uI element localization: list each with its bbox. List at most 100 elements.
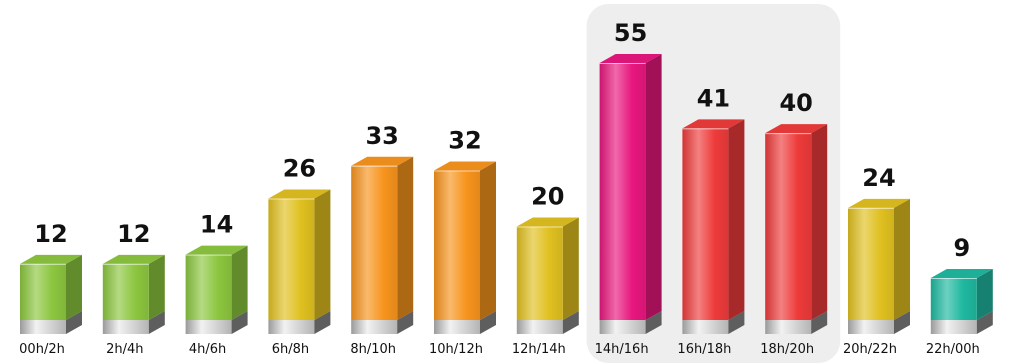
tick-label: 20h/22h	[843, 342, 897, 357]
bar-top	[599, 54, 662, 63]
bar-top	[20, 254, 82, 264]
bar-base-side	[66, 311, 82, 334]
bar-base	[20, 320, 66, 334]
bar-top	[516, 217, 579, 227]
bar-side	[66, 254, 82, 320]
bar-front	[765, 133, 812, 320]
bar-base	[351, 320, 398, 334]
bar-base	[682, 320, 729, 334]
value-label: 55	[614, 19, 647, 47]
bar-top	[682, 119, 745, 129]
bar-front	[848, 207, 894, 320]
bar-front	[434, 170, 480, 320]
bar-4h-6h	[185, 245, 248, 334]
bar-base	[599, 320, 646, 334]
value-label: 26	[283, 155, 316, 183]
bar-base-side	[728, 311, 745, 334]
bar-base-side	[645, 311, 662, 334]
bar-base-side	[562, 311, 579, 334]
bar-base	[268, 320, 315, 334]
bar-base-side	[314, 311, 331, 334]
bar-14h-16h	[599, 54, 662, 334]
bar-6h-8h	[268, 189, 331, 334]
bar-20h-22h	[848, 198, 910, 334]
tick-label: 22h/00h	[926, 342, 980, 357]
bar-10h-12h	[434, 161, 496, 334]
value-label: 12	[34, 220, 67, 248]
bar-top	[848, 198, 910, 208]
bar-front	[102, 263, 149, 320]
bar-base-side	[976, 311, 993, 334]
bar-base-side	[894, 311, 910, 334]
bar-front	[599, 63, 646, 320]
value-label: 9	[953, 234, 970, 262]
bar-side	[480, 161, 496, 320]
bar-top	[102, 254, 165, 264]
bar-base	[185, 320, 232, 334]
bar-side	[231, 245, 248, 320]
bar-12h-14h	[516, 217, 579, 334]
bar-side	[397, 156, 414, 320]
bar-base-side	[811, 311, 828, 334]
bar-front	[930, 277, 977, 320]
bar-base	[516, 320, 563, 334]
value-label: 32	[448, 126, 481, 154]
tick-label: 12h/14h	[512, 342, 566, 357]
value-label: 33	[365, 122, 398, 150]
bar-front	[516, 226, 563, 320]
value-label: 41	[697, 84, 730, 112]
tick-label: 00h/2h	[19, 342, 65, 357]
bar-16h-18h	[682, 119, 745, 334]
tick-labels-group: 00h/2h 2h/4h 4h/6h 6h/8h 8h/10h 10h/12h 12h/14…	[19, 342, 980, 357]
bar-side	[148, 254, 165, 320]
bar-18h-20h	[765, 124, 828, 334]
bar-side	[645, 54, 662, 320]
bar-top	[765, 124, 828, 134]
bar-side	[811, 124, 828, 320]
bar-base	[930, 320, 977, 334]
bar-base	[434, 320, 480, 334]
bars-group	[20, 54, 993, 334]
bar-base-side	[480, 311, 496, 334]
bar-base-side	[231, 311, 248, 334]
bar-00h-2h	[20, 254, 82, 334]
bar-2h-4h	[102, 254, 165, 334]
bar-base-side	[397, 311, 414, 334]
value-labels-group: 12 12 14 26 33 32 20 55 41 40 24 9	[34, 19, 970, 262]
bar-22h-00h	[930, 268, 993, 334]
bar-base	[848, 320, 894, 334]
bar-top	[930, 268, 993, 278]
bar-top	[268, 189, 331, 199]
value-label: 14	[200, 211, 233, 239]
bar-front	[185, 254, 232, 320]
bar-side	[894, 198, 910, 320]
tick-label: 6h/8h	[272, 342, 309, 357]
bar-top	[351, 156, 414, 166]
bar-side	[728, 119, 745, 320]
value-label: 24	[862, 164, 895, 192]
tick-label: 16h/18h	[677, 342, 731, 357]
bar-side	[562, 217, 579, 320]
bar-front	[268, 198, 315, 320]
bar-front	[20, 263, 66, 320]
tick-label: 18h/20h	[760, 342, 814, 357]
tick-label: 10h/12h	[429, 342, 483, 357]
tick-label: 4h/6h	[189, 342, 226, 357]
value-label: 20	[531, 183, 564, 211]
tick-label: 8h/10h	[350, 342, 396, 357]
bar-front	[682, 128, 729, 320]
tick-label: 2h/4h	[106, 342, 143, 357]
tick-label: 14h/16h	[595, 342, 649, 357]
bar-top	[434, 161, 496, 171]
bar-8h-10h	[351, 156, 414, 334]
bar-front	[351, 165, 398, 320]
value-label: 40	[779, 89, 812, 117]
bar-side	[314, 189, 331, 320]
bar-top	[185, 245, 248, 255]
bar-side	[976, 268, 993, 320]
bar-base	[102, 320, 149, 334]
bar-base-side	[148, 311, 165, 334]
bar-base	[765, 320, 812, 334]
value-label: 12	[117, 220, 150, 248]
